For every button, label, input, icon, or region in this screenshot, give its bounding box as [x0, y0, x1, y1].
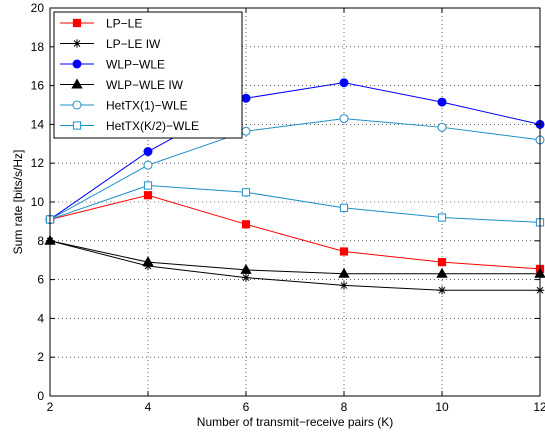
legend-marker [72, 121, 82, 130]
data-point [437, 122, 447, 132]
data-point [142, 256, 154, 267]
y-axis-label: Sum rate [bits/s/Hz] [11, 150, 25, 255]
asterisk-stroke [438, 286, 446, 294]
series-line [49, 82, 541, 220]
data-point [437, 97, 447, 107]
series-5 [45, 114, 545, 224]
asterisk-stroke [340, 282, 348, 289]
data-point [339, 203, 349, 212]
x-tick-label: 6 [243, 400, 250, 414]
legend-label: WLP−WLE IW [106, 78, 184, 92]
y-tick-label: 16 [31, 79, 45, 93]
y-tick-label: 8 [37, 234, 44, 248]
y-tick-label: 4 [37, 311, 44, 325]
asterisk-stroke [73, 40, 81, 47]
data-point [240, 263, 252, 274]
legend-marker [72, 100, 82, 110]
y-tick-label: 20 [31, 1, 45, 15]
data-point [241, 93, 251, 103]
x-tick-label: 10 [435, 400, 449, 414]
series-line [49, 240, 540, 275]
data-point [241, 126, 251, 136]
y-tick-label: 10 [31, 195, 45, 209]
y-tick-label: 12 [31, 156, 45, 170]
legend-marker [71, 78, 83, 89]
data-point [241, 220, 251, 229]
legend-label: WLP−WLE [106, 58, 165, 72]
data-point [339, 114, 349, 124]
legend-item: HetTX(1)−WLE [60, 99, 188, 113]
asterisk-stroke [242, 274, 250, 282]
data-point [437, 258, 447, 267]
series-line [49, 118, 541, 220]
x-tick-label: 8 [341, 400, 348, 414]
y-tick-label: 14 [31, 117, 45, 131]
x-tick-label: 12 [533, 400, 545, 414]
data-point [143, 181, 153, 190]
data-point [339, 247, 349, 256]
series-line [49, 240, 540, 291]
x-axis-label: Number of transmit−receive pairs (K) [197, 415, 393, 429]
legend-item: LP−LE [60, 17, 142, 31]
y-tick-label: 2 [37, 350, 44, 364]
legend-item: WLP−WLE [60, 58, 165, 72]
legend-marker [72, 59, 82, 69]
data-point [339, 78, 349, 88]
y-tick-label: 6 [37, 273, 44, 287]
y-tick-label: 18 [31, 40, 45, 54]
legend-label: LP−LE [106, 17, 142, 31]
series-line [49, 194, 541, 270]
data-point [339, 281, 349, 290]
data-point [436, 267, 448, 278]
series-4 [44, 234, 545, 278]
legend-item: HetTX(K/2)−WLE [60, 119, 199, 133]
x-tick-label: 4 [145, 400, 152, 414]
legend-marker [72, 39, 82, 48]
legend-label: LP−LE IW [106, 37, 161, 51]
data-point [241, 273, 251, 282]
legend-item: WLP−WLE IW [60, 78, 184, 92]
data-point [338, 267, 350, 278]
data-point [437, 213, 447, 222]
data-point [437, 286, 447, 295]
series-line [49, 185, 541, 223]
legend-marker [72, 18, 82, 28]
x-tick-label: 2 [47, 400, 54, 414]
data-point [143, 191, 153, 200]
legend-item: LP−LE IW [60, 37, 161, 51]
data-point [241, 188, 251, 197]
y-tick-label: 0 [37, 389, 44, 403]
data-point [143, 160, 153, 170]
data-point [143, 147, 153, 157]
legend-label: HetTX(K/2)−WLE [106, 119, 199, 133]
legend-label: HetTX(1)−WLE [106, 99, 188, 113]
legend: LP−LE LP−LE IW WLP−WLE WLP−WLE IW HetTX(1)−W… [53, 11, 243, 139]
legend-box [53, 11, 243, 139]
